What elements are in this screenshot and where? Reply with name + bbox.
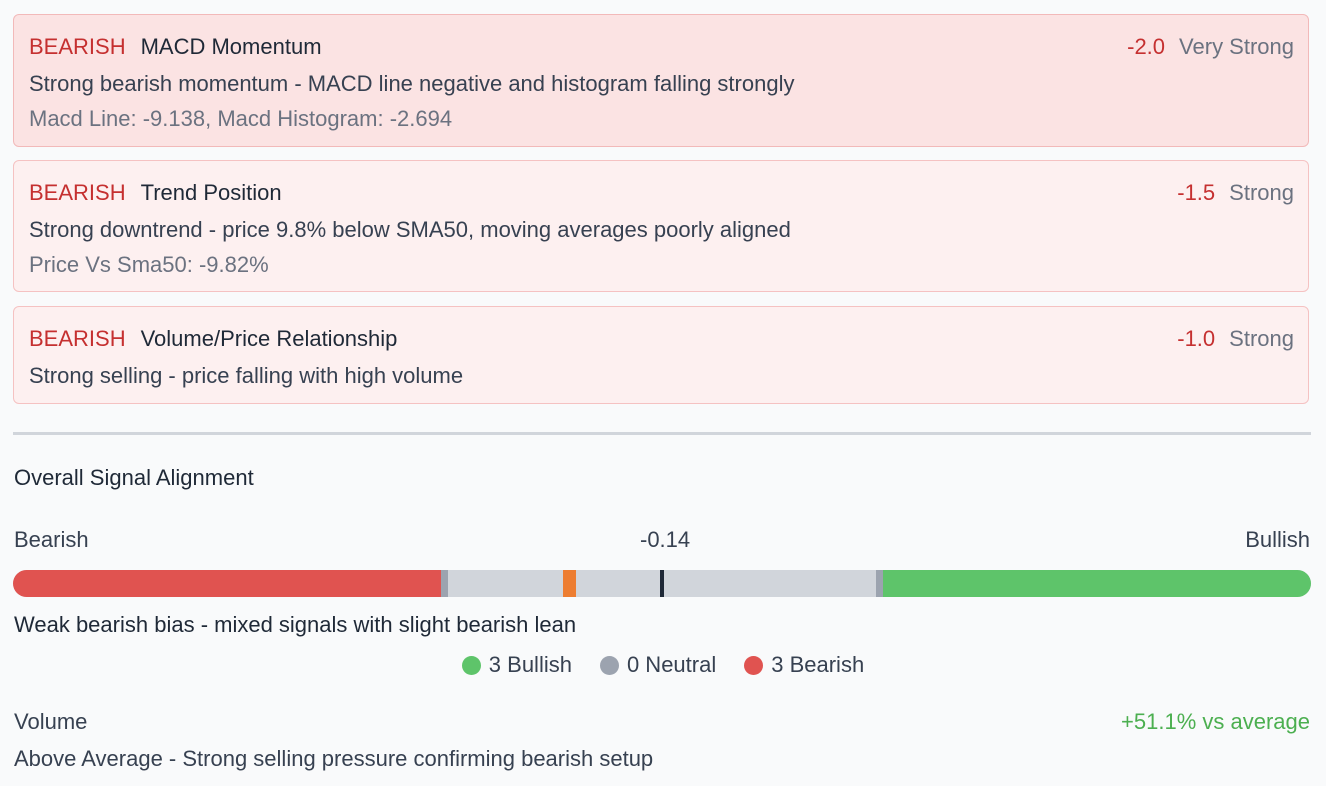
- neutral-dot-icon: [599, 655, 619, 675]
- section-divider: [13, 432, 1311, 435]
- signal-badge: BEARISH: [29, 180, 126, 205]
- signal-description: Strong bearish momentum - MACD line nega…: [29, 71, 795, 96]
- signal-score: -1.0: [1177, 326, 1216, 351]
- signal-metrics: Macd Line: -9.138, Macd Histogram: -2.69…: [29, 106, 453, 131]
- volume-change: +51.1% vs average: [1121, 709, 1310, 734]
- center-line: [660, 570, 664, 597]
- signal-card-header: BEARISH Volume/Price Relationship -1.0 S…: [29, 325, 1294, 353]
- signal-card-macd: BEARISH MACD Momentum -2.0 Very Strong S…: [13, 14, 1309, 147]
- alignment-bar: [13, 570, 1311, 597]
- legend-bearish: 3 Bearish: [744, 652, 864, 678]
- signal-score-group: -2.0 Very Strong: [1127, 34, 1294, 60]
- signal-score-group: -1.5 Strong: [1177, 180, 1294, 206]
- signal-card-volume-price: BEARISH Volume/Price Relationship -1.0 S…: [13, 306, 1309, 404]
- volume-description: Above Average - Strong selling pressure …: [14, 746, 654, 771]
- signal-description: Strong selling - price falling with high…: [29, 363, 464, 388]
- signal-card-trend: BEARISH Trend Position -1.5 Strong Stron…: [13, 160, 1309, 292]
- legend-bullish-label: 3 Bullish: [488, 652, 572, 677]
- signal-title: Trend Position: [140, 180, 282, 205]
- legend-bearish-label: 3 Bearish: [771, 652, 865, 677]
- volume-label: Volume: [14, 709, 88, 734]
- bullish-edge-marker: [876, 570, 883, 597]
- alignment-value: -0.14: [640, 527, 691, 552]
- legend-neutral: 0 Neutral: [599, 652, 717, 678]
- signal-score: -1.5: [1177, 180, 1216, 205]
- signal-strength: Very Strong: [1179, 34, 1294, 59]
- alignment-bullish-label: Bullish: [1245, 527, 1310, 552]
- signal-badge: BEARISH: [29, 326, 126, 351]
- signal-score-group: -1.0 Strong: [1177, 326, 1294, 352]
- signal-badge: BEARISH: [29, 34, 126, 59]
- signal-strength: Strong: [1229, 326, 1294, 351]
- bearish-edge-marker: [441, 570, 448, 597]
- signal-score: -2.0: [1127, 34, 1166, 59]
- alignment-bearish-label: Bearish: [14, 527, 89, 552]
- signal-card-header: BEARISH MACD Momentum -2.0 Very Strong: [29, 33, 1294, 61]
- signal-card-header: BEARISH Trend Position -1.5 Strong: [29, 179, 1294, 207]
- legend-neutral-label: 0 Neutral: [626, 652, 717, 677]
- signal-title: MACD Momentum: [140, 34, 322, 59]
- signal-metrics: Price Vs Sma50: -9.82%: [29, 252, 269, 277]
- bearish-dot-icon: [744, 655, 764, 675]
- signal-strength: Strong: [1229, 180, 1294, 205]
- alignment-legend: 3 Bullish 0 Neutral 3 Bearish: [0, 652, 1326, 678]
- bearish-segment: [13, 570, 441, 597]
- alignment-heading: Overall Signal Alignment: [14, 465, 254, 490]
- score-marker: [563, 570, 576, 597]
- signal-title: Volume/Price Relationship: [140, 326, 398, 351]
- signal-description: Strong downtrend - price 9.8% below SMA5…: [29, 217, 791, 242]
- alignment-summary: Weak bearish bias - mixed signals with s…: [14, 612, 577, 637]
- bullish-segment: [883, 570, 1311, 597]
- legend-bullish: 3 Bullish: [461, 652, 572, 678]
- bullish-dot-icon: [461, 655, 481, 675]
